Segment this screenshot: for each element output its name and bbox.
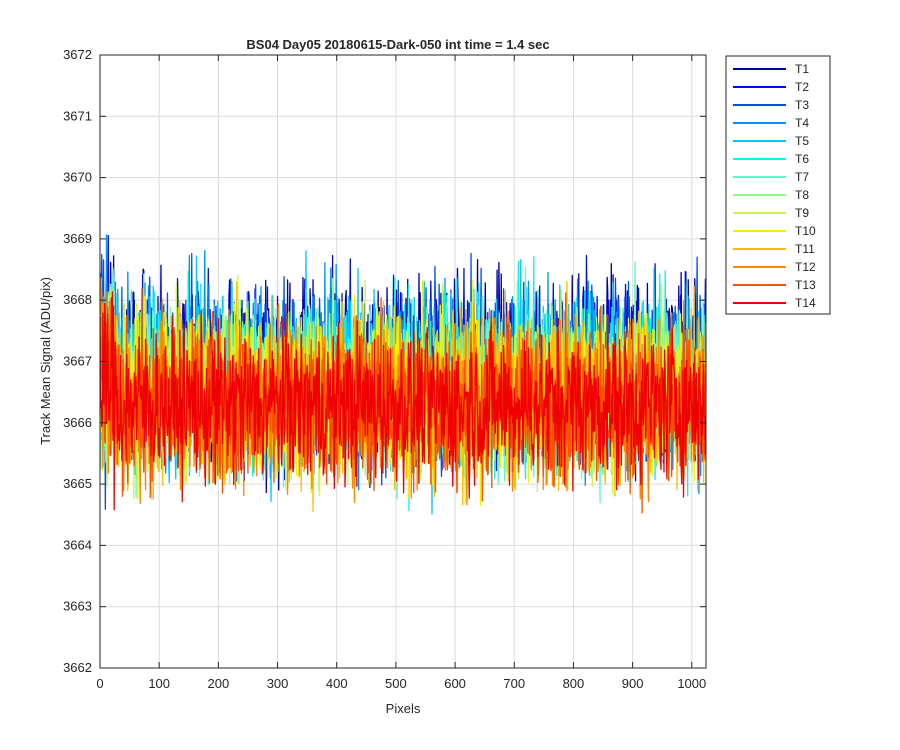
x-tick-label: 900 xyxy=(622,676,644,691)
legend-label-t12: T12 xyxy=(795,260,816,274)
legend-label-t10: T10 xyxy=(795,224,816,238)
x-tick-label: 300 xyxy=(267,676,289,691)
legend-label-t4: T4 xyxy=(795,116,809,130)
x-tick-label: 600 xyxy=(444,676,466,691)
legend-label-t1: T1 xyxy=(795,62,809,76)
series-line-t14 xyxy=(100,291,706,511)
y-tick-label: 3667 xyxy=(63,354,92,369)
legend-label-t11: T11 xyxy=(795,242,815,256)
legend-label-t8: T8 xyxy=(795,188,809,202)
y-tick-label: 3662 xyxy=(63,660,92,675)
legend-box xyxy=(725,55,831,315)
legend-label-t14: T14 xyxy=(795,296,816,310)
x-tick-label: 1000 xyxy=(677,676,706,691)
legend-label-t6: T6 xyxy=(795,152,809,166)
x-tick-label: 700 xyxy=(503,676,525,691)
chart-title: BS04 Day05 20180615-Dark-050 int time = … xyxy=(246,37,549,52)
legend-label-t7: T7 xyxy=(795,170,809,184)
x-tick-label: 400 xyxy=(326,676,348,691)
x-axis-label: Pixels xyxy=(386,701,421,716)
x-tick-label: 500 xyxy=(385,676,407,691)
y-tick-label: 3669 xyxy=(63,231,92,246)
legend-label-t3: T3 xyxy=(795,98,809,112)
y-tick-label: 3666 xyxy=(63,415,92,430)
y-tick-label: 3671 xyxy=(63,108,92,123)
legend-label-t9: T9 xyxy=(795,206,809,220)
series-lines xyxy=(100,234,706,515)
x-tick-label: 0 xyxy=(96,676,103,691)
y-axis-label: Track Mean Signal (ADU/pix) xyxy=(38,277,53,445)
y-tick-label: 3670 xyxy=(63,170,92,185)
legend: T1 T2 T3 T4 T5 T6 T7 T8 T9 T10 T11 T12 T13 T14 xyxy=(725,55,831,315)
y-tick-label: 3668 xyxy=(63,292,92,307)
x-tick-label: 800 xyxy=(563,676,585,691)
x-tick-label: 200 xyxy=(208,676,230,691)
y-tick-label: 3664 xyxy=(63,537,92,552)
y-tick-label: 3672 xyxy=(63,47,92,62)
y-tick-label: 3665 xyxy=(63,476,92,491)
y-tick-label: 3663 xyxy=(63,599,92,614)
legend-label-t13: T13 xyxy=(795,278,816,292)
legend-label-t5: T5 xyxy=(795,134,809,148)
legend-label-t2: T2 xyxy=(795,80,809,94)
ticks: 0 100 200 300 400 500 600 700 800 900 1000 3662 3663… xyxy=(63,47,706,691)
x-tick-label: 100 xyxy=(148,676,170,691)
